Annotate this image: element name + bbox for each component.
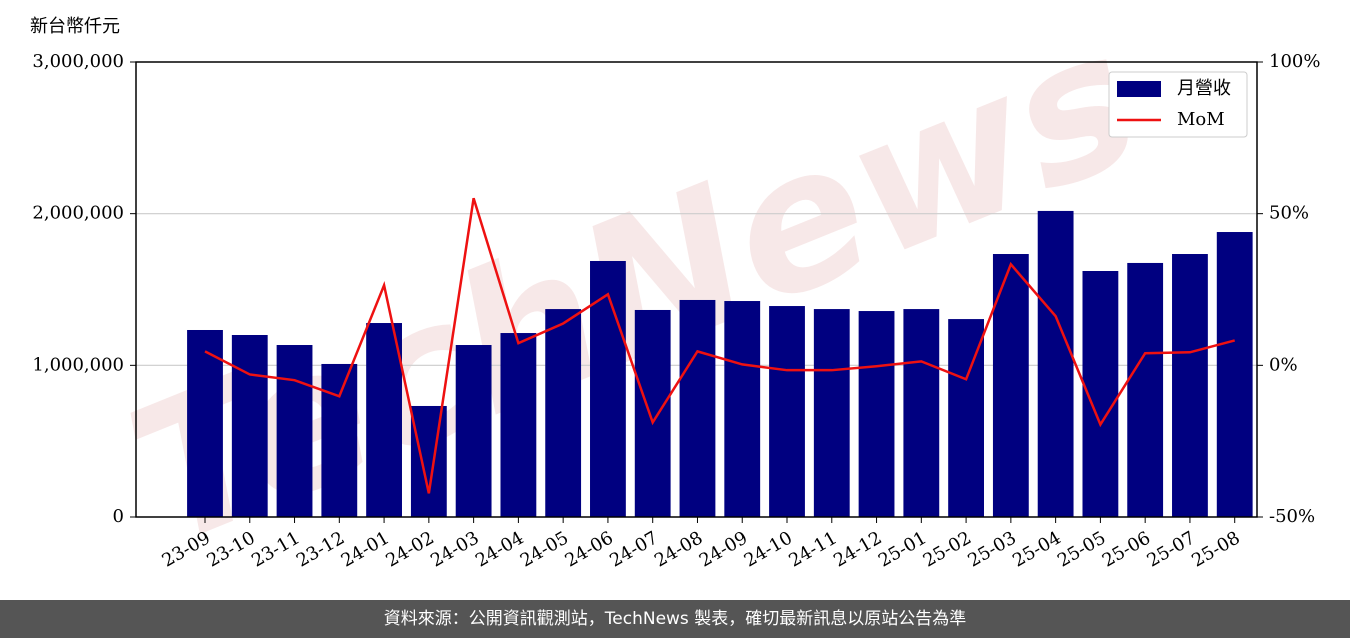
- plot-frame: [135, 61, 1258, 518]
- y-tick-label: 3,000,000: [32, 51, 124, 72]
- bar: [187, 329, 223, 517]
- footer: 資料來源：公開資訊觀測站，TechNews 製表，確切最新訊息以原站公告為準: [384, 609, 966, 629]
- y-tick-label: 0: [113, 506, 124, 527]
- bar: [500, 333, 537, 517]
- bar: [590, 260, 626, 517]
- y2-tick-label: 0%: [1269, 354, 1298, 375]
- x-tick-label: 25-02: [920, 527, 975, 571]
- y2-tick-label: 50%: [1269, 203, 1309, 224]
- bar: [1216, 232, 1253, 518]
- y-tick-label: 2,000,000: [32, 203, 124, 224]
- bar: [276, 345, 313, 517]
- x-tick-label: 25-01: [875, 527, 930, 571]
- bar: [1127, 262, 1164, 517]
- x-tick-label: 25-04: [1009, 527, 1064, 571]
- line: [204, 197, 1236, 494]
- legend-swatch: [1117, 81, 1161, 97]
- y2-tick-label: -50%: [1269, 506, 1315, 527]
- bar: [366, 323, 402, 517]
- x-tick-label: 25-03: [964, 527, 1019, 571]
- x-tick-label: 24-04: [472, 527, 527, 571]
- x-tick-label: 24-01: [338, 527, 393, 571]
- bar: [769, 306, 805, 517]
- x-tick-label: 24-08: [651, 527, 706, 571]
- x-tick-label: 25-06: [1099, 527, 1154, 571]
- bar: [724, 301, 761, 517]
- x-tick-label: 25-08: [1188, 527, 1243, 571]
- legend-label: MoM: [1177, 109, 1225, 130]
- bar: [1172, 254, 1208, 517]
- x-tick-label: 24-03: [427, 527, 482, 571]
- bar: [813, 309, 850, 517]
- bar: [858, 311, 895, 517]
- bar: [903, 309, 940, 517]
- y2-tick-label: 100%: [1269, 51, 1320, 72]
- x-tick-label: 24-11: [785, 527, 840, 571]
- x-tick-label: 24-12: [830, 527, 885, 571]
- y-tick-label: 1,000,000: [32, 354, 124, 375]
- bar: [545, 309, 582, 517]
- bar: [321, 363, 358, 517]
- bar: [1037, 210, 1074, 518]
- bar: [455, 345, 492, 517]
- footer-bar: [0, 600, 1350, 638]
- x-tick-label: 24-09: [696, 527, 751, 571]
- bar: [410, 405, 447, 517]
- x-tick-label: 24-07: [606, 527, 661, 571]
- bar: [634, 309, 671, 517]
- x-tick-label: 25-05: [1054, 527, 1109, 571]
- bar: [231, 335, 268, 517]
- x-tick-label: 24-02: [382, 527, 437, 571]
- legend-label: 月營收: [1177, 78, 1231, 99]
- x-tick-label: 24-05: [517, 527, 572, 571]
- x-tick-label: 25-07: [1144, 527, 1199, 571]
- x-tick-label: 24-10: [741, 527, 796, 571]
- bar: [679, 299, 716, 517]
- x-tick-label: 24-06: [561, 527, 616, 571]
- y-axis-label: 新台幣仟元: [30, 16, 120, 37]
